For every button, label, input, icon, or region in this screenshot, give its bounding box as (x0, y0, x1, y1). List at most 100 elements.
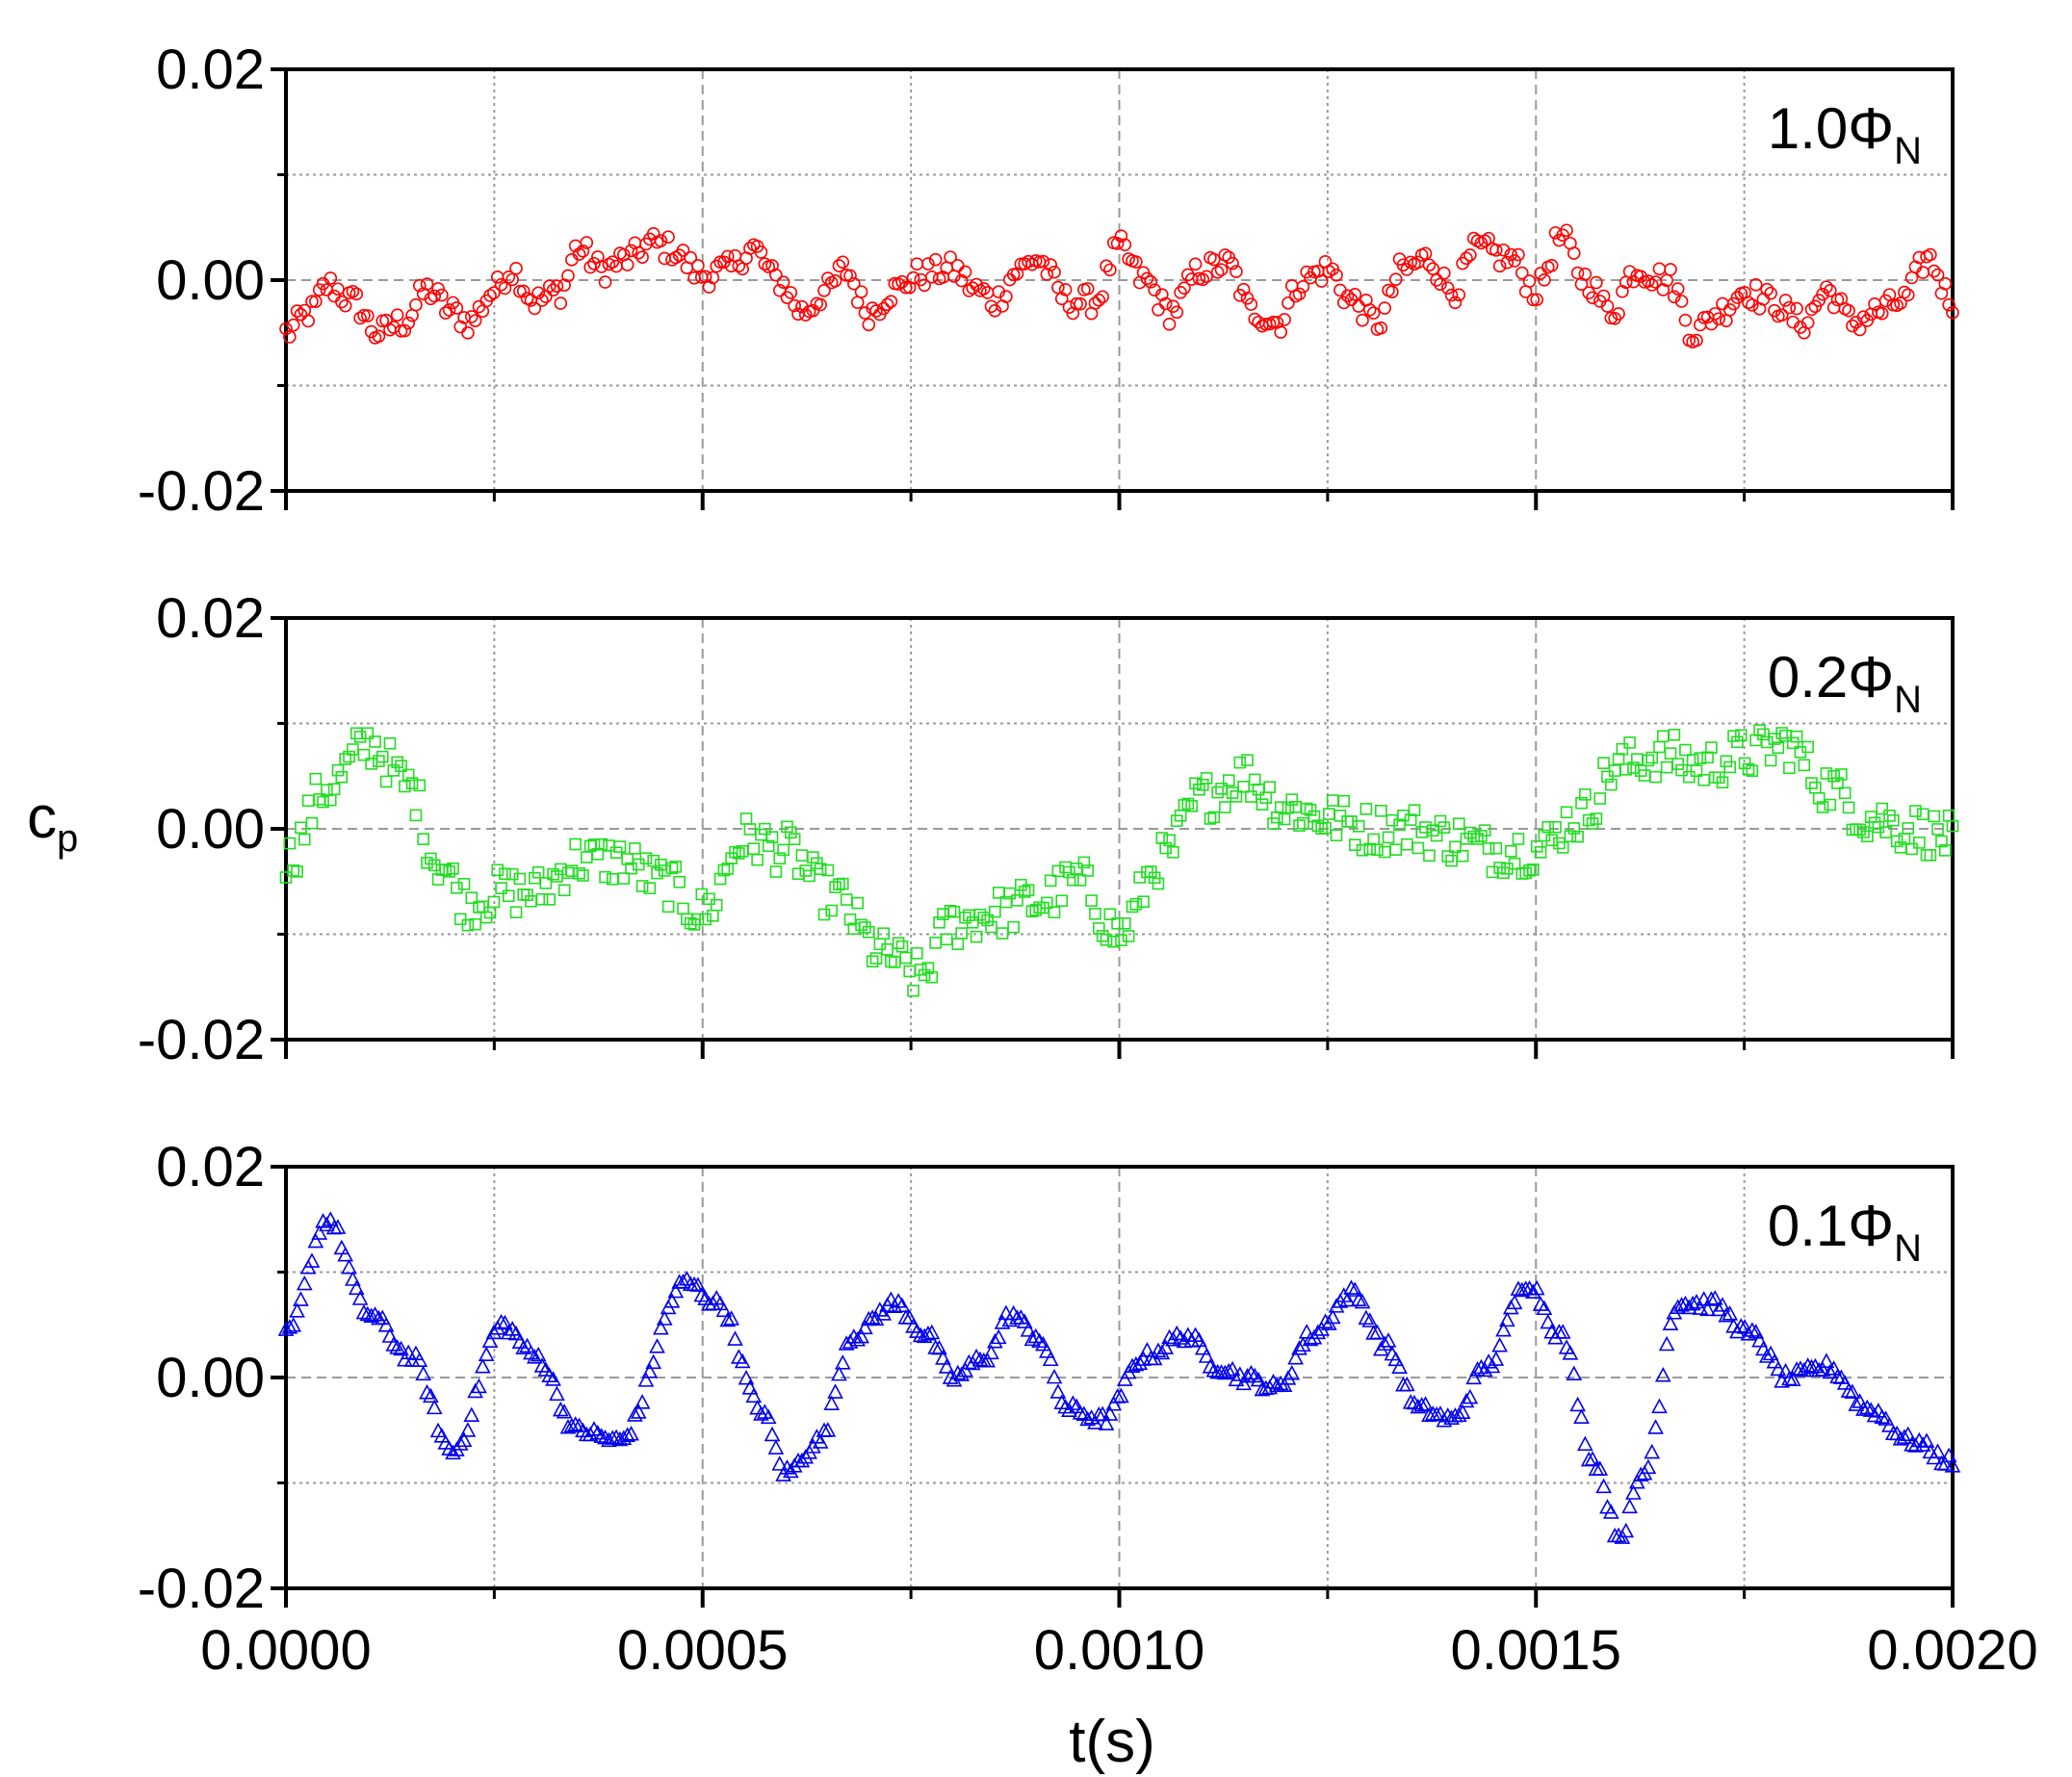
data-point (985, 920, 997, 934)
data-point (287, 864, 300, 877)
data-point (599, 870, 611, 884)
data-point (397, 1352, 413, 1367)
series-circle (279, 223, 1959, 349)
data-point (1816, 801, 1829, 813)
data-point (1664, 747, 1677, 760)
data-point (1055, 894, 1069, 908)
data-point (587, 256, 601, 270)
data-point (1575, 796, 1588, 810)
data-point (1036, 254, 1050, 269)
x-axis-title: t(s) (1069, 1709, 1155, 1775)
data-point (1901, 288, 1915, 302)
data-point (439, 863, 453, 877)
data-point (1228, 1371, 1245, 1387)
data-point (294, 307, 308, 322)
data-point (1538, 829, 1551, 842)
data-point (1200, 772, 1213, 785)
data-point (331, 763, 345, 777)
data-point (420, 277, 434, 291)
data-point (283, 330, 297, 344)
data-point (1298, 1324, 1315, 1339)
data-point (469, 917, 481, 931)
y-tick-label: -0.02 (138, 1558, 265, 1620)
data-point (1668, 290, 1681, 304)
data-point (463, 1406, 480, 1423)
data-point (661, 900, 675, 914)
data-point (821, 863, 835, 877)
data-point (1016, 1313, 1033, 1328)
data-point (625, 862, 637, 875)
data-point (1224, 1360, 1241, 1377)
data-point (1408, 804, 1421, 816)
data-point (1211, 785, 1224, 799)
data-point (1204, 812, 1217, 825)
data-point (509, 261, 523, 275)
data-point (1282, 296, 1295, 310)
data-point (1621, 1498, 1638, 1514)
data-point (381, 1327, 399, 1343)
data-point (1875, 306, 1889, 321)
data-point (853, 1327, 869, 1344)
x-tick-label: 0.0010 (1034, 1619, 1204, 1682)
data-point (1235, 1375, 1252, 1391)
data-point (1230, 265, 1243, 278)
data-point (1350, 1291, 1367, 1306)
data-point (635, 250, 649, 264)
data-point (387, 764, 401, 777)
data-point (1222, 774, 1235, 786)
data-point (1868, 816, 1881, 830)
data-point (1792, 1360, 1809, 1376)
data-point (526, 1349, 543, 1364)
data-point (938, 1358, 955, 1374)
data-point (944, 905, 957, 917)
data-point (1936, 1455, 1954, 1471)
data-point (1692, 1300, 1709, 1315)
data-point (1044, 258, 1057, 271)
data-point (1292, 287, 1307, 301)
data-point (426, 1399, 443, 1415)
data-point (1478, 824, 1491, 837)
data-point (1842, 303, 1855, 318)
data-point (1905, 842, 1918, 856)
data-point (738, 1369, 755, 1385)
data-point (645, 1353, 662, 1370)
data-point (1758, 1348, 1775, 1363)
data-point (1207, 811, 1221, 824)
data-point (1545, 834, 1558, 847)
data-point (1376, 1335, 1393, 1352)
data-point (327, 783, 341, 796)
data-point (925, 970, 939, 984)
data-point (1927, 264, 1941, 278)
data-point (812, 1433, 829, 1449)
data-point (1276, 1377, 1293, 1393)
data-point (576, 245, 590, 258)
data-point (598, 275, 612, 289)
data-point (339, 753, 351, 765)
data-point (357, 748, 371, 761)
data-point (1909, 805, 1922, 817)
data-point (1118, 916, 1131, 930)
data-point (1506, 1294, 1523, 1310)
data-point (311, 1224, 328, 1240)
data-point (1029, 904, 1043, 916)
data-point (1822, 1363, 1839, 1379)
data-point (673, 875, 686, 888)
data-point (706, 270, 720, 285)
data-point (1049, 1383, 1067, 1399)
data-point (1774, 308, 1789, 322)
data-point (363, 1307, 380, 1323)
data-point (785, 826, 797, 839)
data-point (942, 1369, 959, 1384)
data-point (1876, 802, 1889, 815)
data-point (1946, 305, 1959, 320)
data-point (1074, 296, 1087, 311)
x-tick-label: 0.0015 (1451, 1619, 1621, 1682)
data-point (639, 852, 653, 865)
data-point (1602, 1504, 1619, 1519)
data-point (1157, 1339, 1175, 1354)
data-point (1924, 849, 1937, 862)
data-point (1632, 1466, 1649, 1482)
data-point (485, 1324, 503, 1340)
data-point (1938, 844, 1952, 857)
